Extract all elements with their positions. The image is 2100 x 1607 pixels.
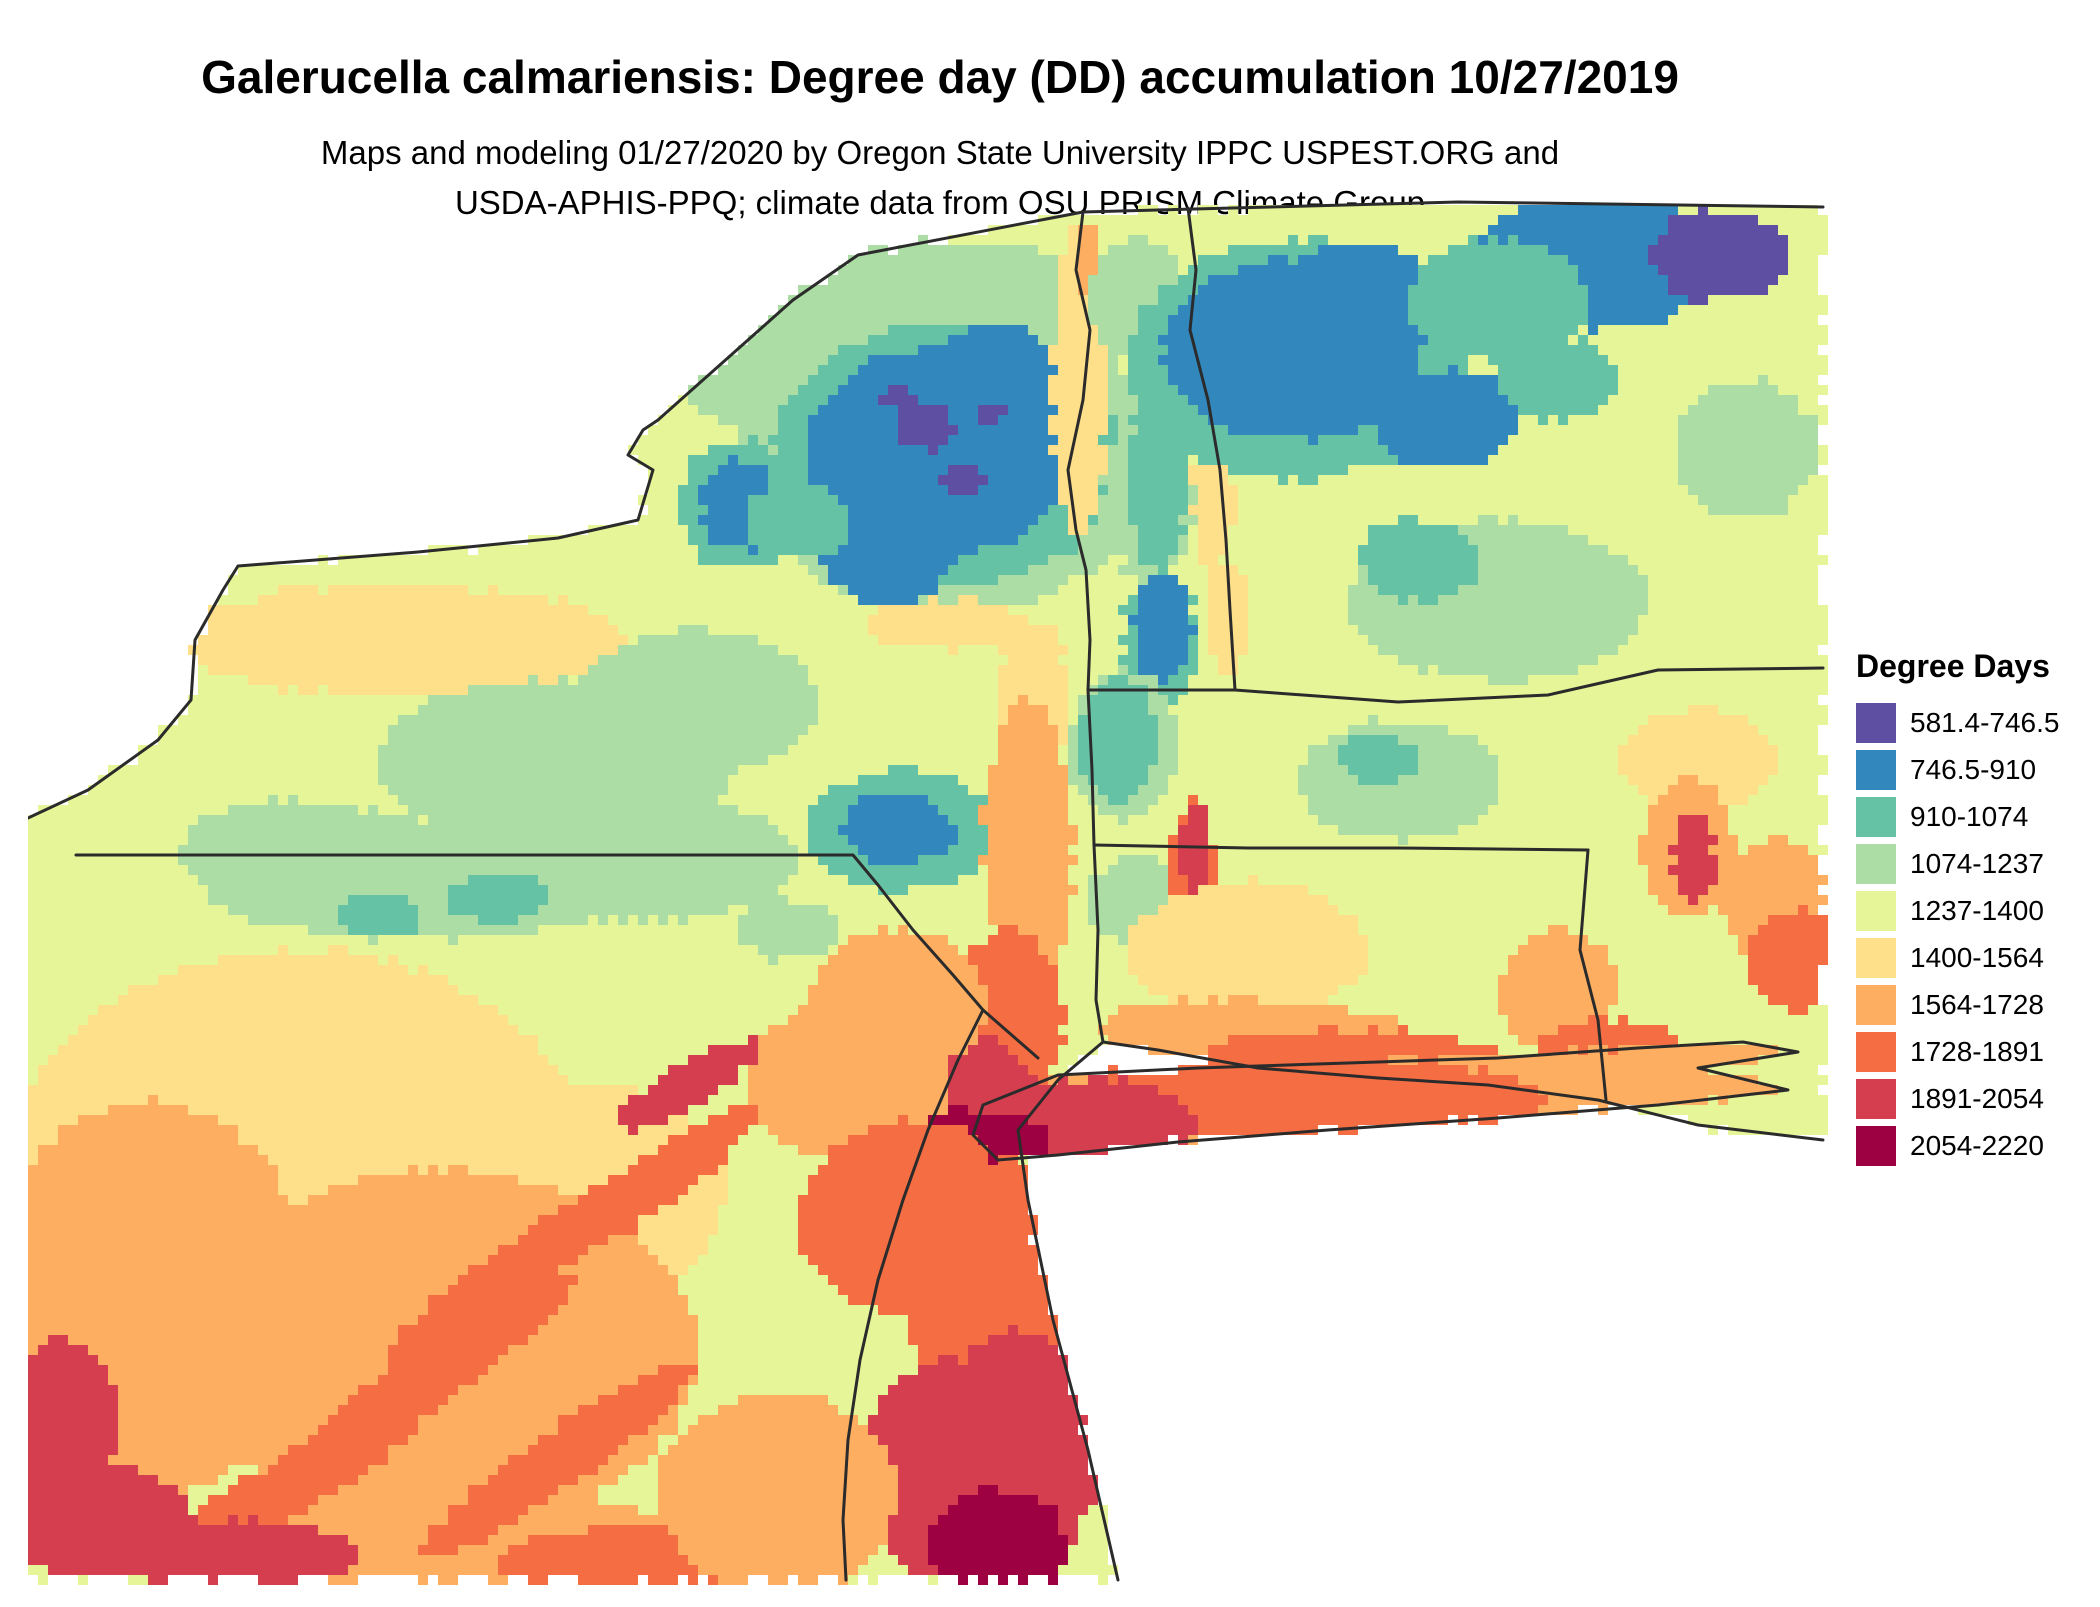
legend-entry: 1728-1891 — [1856, 1032, 2100, 1072]
legend-label: 910-1074 — [1910, 801, 2029, 832]
legend-swatch — [1856, 938, 1896, 978]
raster-map-canvas — [28, 195, 1828, 1585]
legend-label: 1891-2054 — [1910, 1083, 2044, 1114]
legend-swatch — [1856, 750, 1896, 790]
legend-entry: 581.4-746.5 — [1856, 703, 2100, 743]
legend-swatch — [1856, 1032, 1896, 1072]
legend-entry: 910-1074 — [1856, 797, 2100, 837]
legend-label: 1074-1237 — [1910, 848, 2044, 879]
figure-title: Galerucella calmariensis: Degree day (DD… — [201, 51, 1679, 103]
legend-label: 2054-2220 — [1910, 1130, 2044, 1161]
legend-label: 1728-1891 — [1910, 1036, 2044, 1067]
figure-subtitle-line1: Maps and modeling 01/27/2020 by Oregon S… — [320, 134, 1560, 171]
legend-label: 581.4-746.5 — [1910, 707, 2060, 738]
legend-swatch — [1856, 1079, 1896, 1119]
legend-entry: 1237-1400 — [1856, 891, 2100, 931]
legend: Degree Days 581.4-746.5 746.5-910 910-1074… — [1856, 648, 2100, 1173]
legend-swatch — [1856, 797, 1896, 837]
legend-swatch — [1856, 703, 1896, 743]
legend-entry: 746.5-910 — [1856, 750, 2100, 790]
legend-swatch — [1856, 891, 1896, 931]
legend-entry: 1074-1237 — [1856, 844, 2100, 884]
legend-title: Degree Days — [1856, 648, 2050, 684]
legend-entry: 1400-1564 — [1856, 938, 2100, 978]
legend-swatch — [1856, 985, 1896, 1025]
legend-swatch — [1856, 1126, 1896, 1166]
degree-day-map — [28, 195, 1828, 1585]
legend-label: 1400-1564 — [1910, 942, 2044, 973]
legend-label: 1237-1400 — [1910, 895, 2044, 926]
legend-label: 746.5-910 — [1910, 754, 2037, 785]
legend-entry: 2054-2220 — [1856, 1126, 2100, 1166]
legend-entry: 1564-1728 — [1856, 985, 2100, 1025]
legend-swatch — [1856, 844, 1896, 884]
legend-entries: 581.4-746.5 746.5-910 910-1074 1074-1237 123… — [1856, 703, 2100, 1166]
legend-entry: 1891-2054 — [1856, 1079, 2100, 1119]
legend-label: 1564-1728 — [1910, 989, 2044, 1020]
